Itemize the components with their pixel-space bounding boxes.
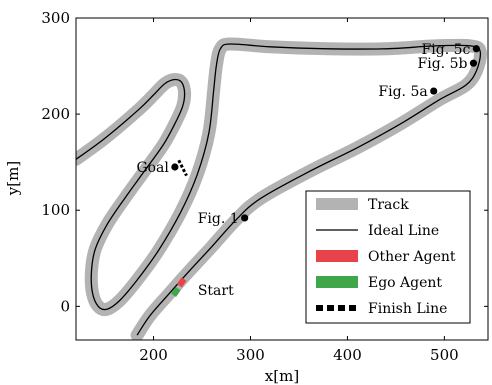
x-tick-label: 200 — [139, 346, 168, 364]
point-label: Fig. 5c — [422, 42, 471, 58]
ego-agent — [171, 286, 181, 297]
y-tick-label: 0 — [60, 297, 70, 315]
finish-line — [177, 159, 188, 177]
y-tick-label: 100 — [41, 201, 70, 219]
y-axis-label: y[m] — [4, 161, 22, 196]
point-label: Fig. 5a — [378, 84, 427, 100]
start-label: Start — [198, 283, 234, 299]
point-label: Fig. 5b — [418, 56, 468, 72]
y-tick-label: 300 — [41, 9, 70, 27]
legend-swatch-box — [316, 276, 358, 288]
plot-frame — [75, 17, 489, 341]
legend-swatch-track — [316, 198, 358, 210]
x-tick-label: 500 — [430, 346, 459, 364]
plot-area — [76, 37, 487, 340]
legend-label: Track — [368, 197, 409, 213]
marker-point — [469, 59, 478, 67]
x-tick-label: 300 — [236, 346, 265, 364]
legend-label: Other Agent — [368, 249, 456, 265]
legend-label: Ego Agent — [368, 275, 442, 291]
legend-label: Finish Line — [368, 301, 447, 317]
x-tick-label: 400 — [333, 346, 362, 364]
other-agent — [176, 277, 187, 288]
x-axis-label: x[m] — [265, 367, 299, 385]
point-label: Fig. 1 — [198, 211, 239, 227]
marker-point — [430, 87, 438, 95]
marker-point — [241, 214, 249, 222]
point-label: Goal — [136, 160, 169, 176]
y-tick-label: 200 — [41, 105, 70, 123]
ideal-line — [76, 43, 482, 336]
legend-swatch-box — [316, 250, 358, 262]
legend-label: Ideal Line — [368, 223, 439, 239]
marker-point — [472, 45, 480, 53]
marker-point — [171, 163, 179, 171]
legend: Track Ideal Line Other Agent Ego Agent Finis… — [305, 190, 471, 324]
